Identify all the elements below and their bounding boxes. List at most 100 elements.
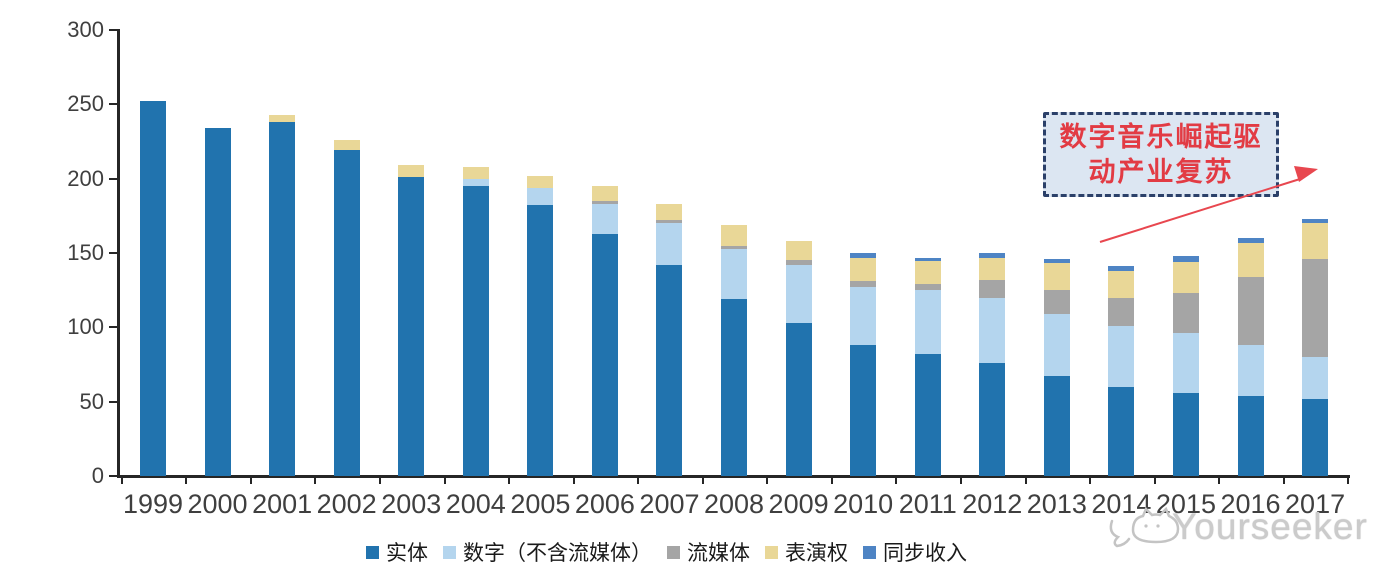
bar-2013 bbox=[1043, 258, 1070, 476]
x-axis-category-label: 2012 bbox=[962, 489, 1023, 519]
bar-segment-表演权 bbox=[656, 203, 683, 221]
legend-swatch-icon bbox=[667, 546, 680, 559]
x-axis-tick bbox=[701, 476, 704, 484]
x-axis-tick bbox=[185, 476, 188, 484]
x-axis-tick bbox=[766, 476, 769, 484]
bar-segment-流媒体 bbox=[1302, 259, 1329, 358]
bar-segment-流媒体 bbox=[721, 245, 748, 249]
bar-segment-流媒体 bbox=[656, 220, 683, 224]
y-axis-line bbox=[117, 29, 120, 478]
bar-segment-实体 bbox=[462, 186, 489, 476]
bar-2000 bbox=[204, 128, 231, 476]
y-axis-tick bbox=[109, 177, 118, 180]
bar-segment-数字（不含流媒体） bbox=[1172, 333, 1199, 393]
x-axis-category-label: 2006 bbox=[574, 489, 635, 519]
bar-segment-数字（不含流媒体） bbox=[914, 290, 941, 355]
bar-segment-实体 bbox=[527, 205, 554, 476]
bar-2001 bbox=[269, 114, 296, 476]
legend-swatch-icon bbox=[765, 546, 778, 559]
bar-segment-同步收入 bbox=[1108, 266, 1135, 271]
x-axis-category-label: 2008 bbox=[703, 489, 765, 519]
chart-legend: 实体 数字（不含流媒体） 流媒体 表演权 同步收入 bbox=[366, 541, 967, 565]
bar-segment-流媒体 bbox=[914, 284, 941, 291]
bar-segment-数字（不含流媒体） bbox=[850, 287, 877, 346]
bar-2002 bbox=[333, 140, 360, 476]
x-axis-tick bbox=[1024, 476, 1027, 484]
x-axis-tick bbox=[378, 476, 381, 484]
x-axis-category-label: 2017 bbox=[1285, 489, 1346, 519]
x-axis-category-label: 2003 bbox=[381, 489, 442, 519]
legend-item: 实体 bbox=[366, 541, 428, 565]
bar-2015 bbox=[1172, 256, 1199, 476]
x-axis-category-label: 2011 bbox=[898, 489, 957, 519]
bar-segment-实体 bbox=[204, 128, 231, 476]
bar-segment-流媒体 bbox=[591, 201, 618, 205]
bar-segment-实体 bbox=[721, 299, 748, 476]
bar-segment-实体 bbox=[1108, 386, 1135, 476]
x-axis-tick bbox=[443, 476, 446, 484]
bar-segment-流媒体 bbox=[1172, 293, 1199, 334]
annotation-text-line2: 动产业复苏 bbox=[1088, 156, 1234, 187]
bar-segment-流媒体 bbox=[1108, 297, 1135, 326]
y-axis-tick-label: 0 bbox=[91, 463, 104, 488]
x-axis-category-label: 2016 bbox=[1220, 489, 1281, 519]
bar-2003 bbox=[398, 165, 425, 476]
bar-2012 bbox=[979, 253, 1006, 476]
legend-label: 实体 bbox=[386, 541, 428, 565]
bar-segment-数字（不含流媒体） bbox=[721, 248, 748, 300]
bar-segment-实体 bbox=[656, 264, 683, 476]
x-axis-tick bbox=[314, 476, 317, 484]
bar-segment-表演权 bbox=[914, 260, 941, 285]
bar-segment-流媒体 bbox=[979, 279, 1006, 298]
bar-segment-同步收入 bbox=[850, 253, 877, 258]
bar-segment-数字（不含流媒体） bbox=[462, 178, 489, 187]
x-axis-tick bbox=[830, 476, 833, 484]
x-axis-tick bbox=[1282, 476, 1285, 484]
bar-segment-表演权 bbox=[785, 241, 812, 261]
y-axis-tick bbox=[109, 252, 118, 254]
bar-2008 bbox=[721, 224, 748, 476]
legend-item: 表演权 bbox=[765, 541, 848, 565]
bar-segment-数字（不含流媒体） bbox=[591, 204, 618, 234]
legend-label: 流媒体 bbox=[687, 541, 750, 565]
legend-item: 流媒体 bbox=[667, 541, 750, 565]
x-axis-tick bbox=[508, 476, 511, 484]
bar-segment-表演权 bbox=[1172, 261, 1199, 294]
bar-segment-数字（不含流媒体） bbox=[785, 264, 812, 323]
y-axis-tick bbox=[109, 29, 118, 31]
bar-segment-表演权 bbox=[1237, 242, 1264, 277]
bar-2007 bbox=[656, 203, 683, 476]
bar-segment-同步收入 bbox=[914, 257, 941, 261]
x-axis-category-label: 2007 bbox=[639, 489, 700, 519]
bar-segment-流媒体 bbox=[1237, 276, 1264, 346]
bar-segment-表演权 bbox=[979, 257, 1006, 280]
legend-swatch-icon bbox=[863, 546, 876, 559]
bar-segment-实体 bbox=[1043, 376, 1070, 476]
y-axis-tick-label: 250 bbox=[67, 91, 104, 117]
bar-segment-同步收入 bbox=[979, 253, 1006, 258]
x-axis-category-label: 2001 bbox=[252, 489, 313, 519]
legend-swatch-icon bbox=[366, 546, 379, 559]
y-axis-tick bbox=[109, 475, 118, 477]
bar-2017 bbox=[1302, 218, 1329, 476]
bar-segment-数字（不含流媒体） bbox=[656, 223, 683, 265]
y-axis-tick bbox=[109, 326, 118, 329]
bar-segment-实体 bbox=[591, 233, 618, 476]
bar-2009 bbox=[785, 241, 812, 476]
x-axis-category-label: 2013 bbox=[1026, 489, 1087, 519]
bar-segment-实体 bbox=[398, 177, 425, 476]
annotation-text-line1: 数字音乐崛起驱 bbox=[1059, 121, 1263, 152]
y-axis-tick-label: 150 bbox=[67, 240, 104, 265]
bar-segment-表演权 bbox=[591, 186, 618, 202]
bar-segment-实体 bbox=[1302, 398, 1329, 476]
bar-segment-实体 bbox=[979, 363, 1006, 476]
x-axis-category-label: 2000 bbox=[187, 489, 248, 519]
legend-item: 数字（不含流媒体） bbox=[443, 541, 652, 565]
y-axis-tick bbox=[109, 400, 118, 403]
bar-segment-表演权 bbox=[333, 140, 360, 151]
bar-1999 bbox=[140, 101, 166, 476]
y-axis-tick-label: 300 bbox=[67, 17, 104, 42]
bar-segment-实体 bbox=[1172, 392, 1199, 476]
bar-2005 bbox=[527, 175, 554, 476]
